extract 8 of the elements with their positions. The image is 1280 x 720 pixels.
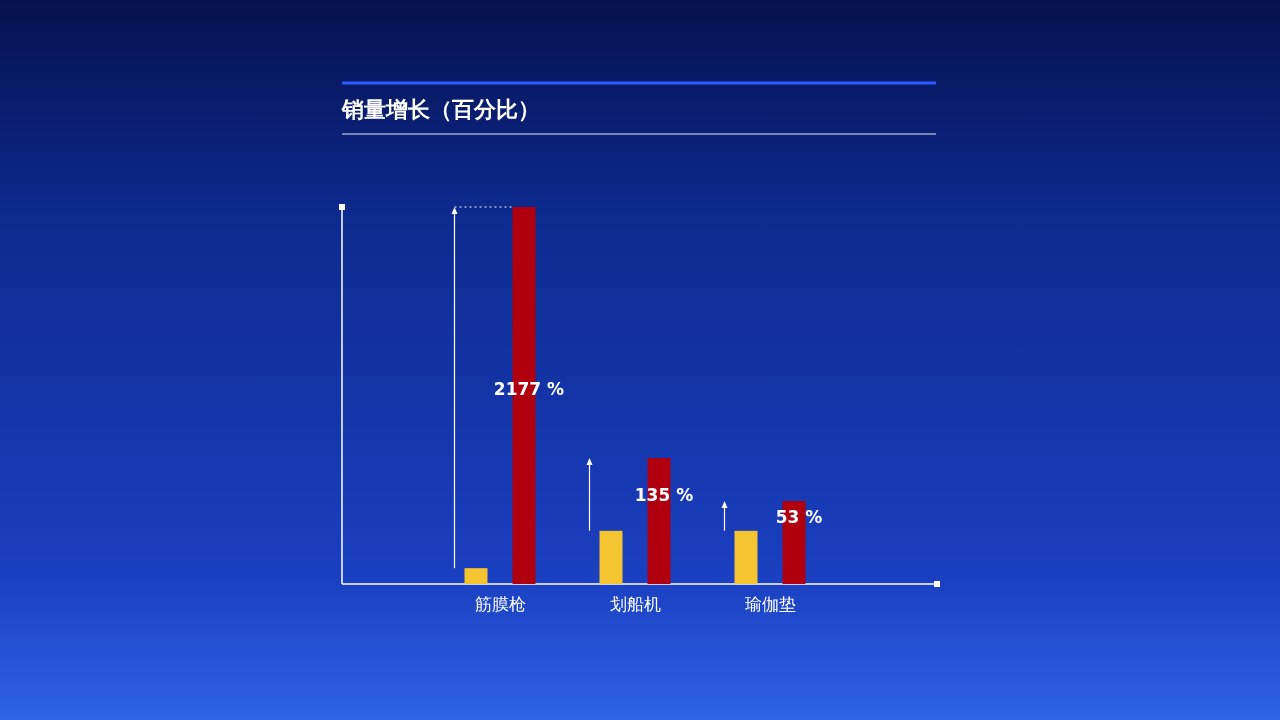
bar — [734, 530, 758, 584]
x-tick-label: 划船机 — [609, 594, 661, 614]
bar — [599, 530, 623, 584]
bar — [464, 568, 488, 584]
x-tick-label: 筋膜枪 — [474, 594, 526, 614]
x-tick-label: 瑜伽垫 — [744, 594, 796, 614]
annotation: 2177 % — [493, 378, 565, 399]
chart-title: 销量增长（百分比） — [341, 97, 540, 122]
